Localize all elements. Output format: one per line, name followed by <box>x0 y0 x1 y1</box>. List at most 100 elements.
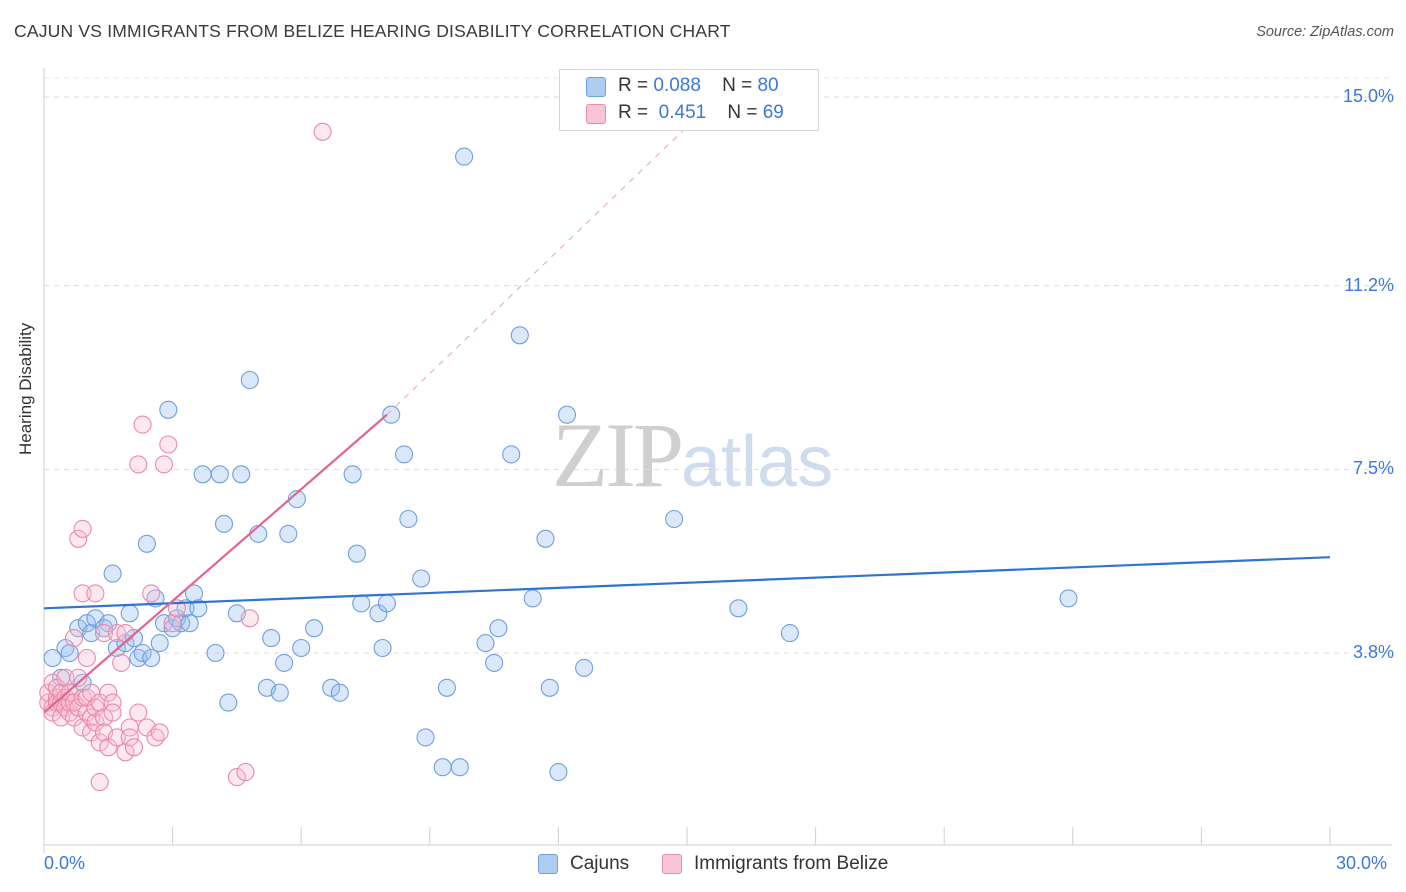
y-tick-label: 11.2% <box>1344 274 1394 295</box>
cajuns-point <box>103 564 122 583</box>
x-tick-label-min: 0.0% <box>44 853 86 873</box>
cajuns-point <box>352 594 371 613</box>
n-label: N = <box>727 102 758 123</box>
cajuns-point <box>180 614 199 633</box>
cajuns-point <box>137 534 156 553</box>
cajuns-point <box>210 465 229 484</box>
cajuns-point <box>305 619 324 638</box>
source-label: Source: ZipAtlas.com <box>1256 24 1394 40</box>
cajuns-point <box>77 614 96 633</box>
cajuns-point <box>536 529 555 548</box>
belize-point <box>69 668 88 687</box>
y-tick-label: 15.0% <box>1342 86 1394 106</box>
cajuns-point <box>249 524 268 543</box>
belize-point <box>116 743 135 762</box>
cajuns-point <box>206 643 225 663</box>
cajuns-point <box>489 619 508 638</box>
belize-point <box>124 738 144 757</box>
cajuns-point <box>163 619 182 638</box>
belize-point <box>73 584 92 603</box>
n-label: N = <box>722 75 753 96</box>
cajuns-point <box>142 648 161 668</box>
x-tick-label-max: 30.0% <box>1336 853 1388 873</box>
cajuns-point <box>549 763 568 782</box>
belize-point <box>64 629 84 648</box>
cajuns-point <box>557 405 577 424</box>
cajuns-point <box>120 604 139 623</box>
cajuns-point <box>343 465 362 484</box>
legend-label-cajuns: Cajuns <box>570 853 630 874</box>
belize-point <box>129 703 148 722</box>
trend-lines <box>43 126 1331 714</box>
belize-point <box>90 773 109 792</box>
belize-point <box>94 708 114 727</box>
belize-point <box>56 668 75 687</box>
belize-point <box>52 708 71 727</box>
cajuns-point <box>1059 589 1078 608</box>
cajuns-point <box>540 678 559 697</box>
r-label: R = <box>618 102 649 123</box>
belize-point <box>73 519 92 538</box>
belize-point <box>90 733 109 752</box>
belize-trend-extension <box>386 126 688 416</box>
belize-point <box>120 728 139 747</box>
watermark-atlas: atlas <box>681 422 834 502</box>
legend-swatch-cajuns <box>538 854 558 874</box>
y-tick-label: 3.8% <box>1352 642 1394 662</box>
cajuns-point <box>133 643 152 663</box>
y-axis-label: Hearing Disability <box>16 322 35 455</box>
cajuns-point <box>279 524 298 543</box>
cajuns-point <box>150 634 169 653</box>
cajuns-point <box>275 653 294 672</box>
belize-point <box>154 455 174 474</box>
cajuns-point <box>240 370 259 390</box>
belize-point <box>150 723 169 742</box>
r-value: 0.451 <box>658 102 707 123</box>
cajuns-point <box>399 509 418 529</box>
legend-swatch-belize <box>586 104 606 124</box>
belize-point <box>103 703 122 722</box>
belize-point <box>313 122 332 141</box>
cajuns-point <box>262 629 281 648</box>
cajuns-point <box>219 693 238 712</box>
belize-point <box>103 693 122 712</box>
cajuns-point <box>485 653 504 672</box>
cajuns-point <box>412 569 431 588</box>
series-legend: Cajuns Immigrants from Belize <box>0 852 1406 878</box>
belize-point <box>240 609 259 628</box>
belize-point <box>159 435 178 454</box>
cajuns-point <box>437 678 456 697</box>
cajuns-point <box>523 589 542 608</box>
legend-label-belize: Immigrants from Belize <box>694 853 889 874</box>
belize-points <box>39 122 332 792</box>
belize-point <box>99 683 118 702</box>
cajuns-point <box>575 658 594 677</box>
cajuns-point <box>60 643 79 663</box>
belize-point <box>69 529 88 548</box>
cajuns-point <box>450 758 469 777</box>
n-value: 69 <box>762 102 784 123</box>
cajuns-point <box>347 544 366 563</box>
legend-text-cajuns: R = 0.088 N = 80 <box>618 75 779 97</box>
legend-swatch-belize <box>662 854 682 874</box>
r-value: 0.088 <box>653 75 701 96</box>
correlation-legend: R = 0.088 N = 80 R = 0.451 N = 69 <box>559 69 819 131</box>
cajuns-point <box>292 638 311 658</box>
belize-point <box>236 763 255 782</box>
watermark: ZIPatlas <box>552 402 833 508</box>
cajuns-points <box>43 147 1078 782</box>
cajuns-point <box>416 728 435 747</box>
cajuns-point <box>159 400 178 419</box>
cajuns-point <box>189 599 208 618</box>
cajuns-point <box>124 629 144 648</box>
belize-point <box>86 584 105 603</box>
cajuns-point <box>455 147 474 166</box>
belize-point <box>112 653 131 672</box>
belize-point <box>129 455 148 474</box>
belize-point <box>227 768 246 787</box>
cajuns-point <box>729 599 748 618</box>
cajuns-point <box>270 683 289 702</box>
gridlines <box>44 77 1392 654</box>
cajuns-trend-line <box>43 556 1331 610</box>
